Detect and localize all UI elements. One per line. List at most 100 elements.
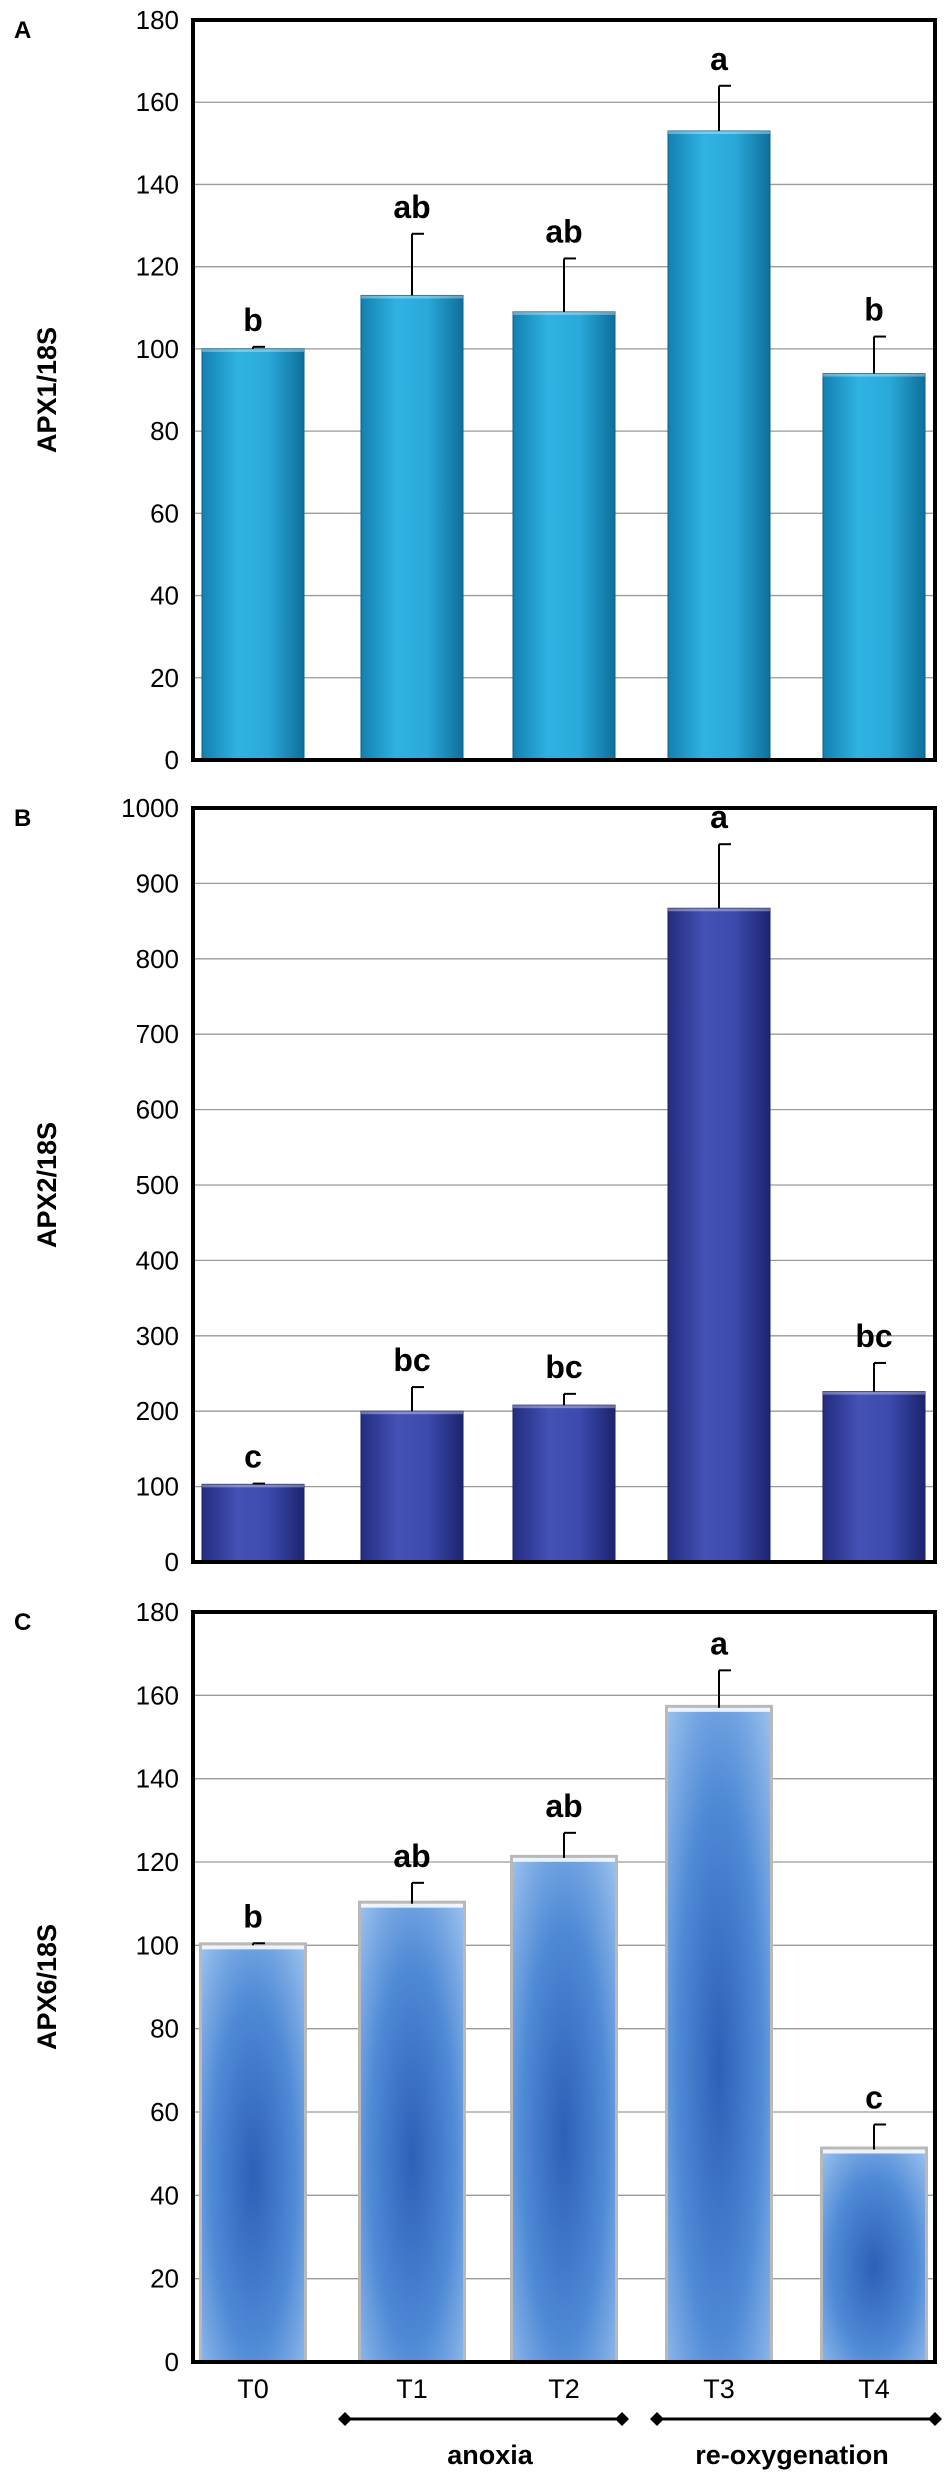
chart-panel-b: B 0 100 200 300 400 500 600 700 800 900 1000 APX2/18… xyxy=(14,793,937,1577)
y-tick-label: 700 xyxy=(136,1019,179,1049)
bar-highlight xyxy=(513,311,615,315)
y-axis-label: APX6/18S xyxy=(32,1924,62,2050)
y-tick-label: 0 xyxy=(165,745,179,775)
bar xyxy=(202,1945,304,2362)
significance-label: b xyxy=(864,292,884,328)
panel-label: A xyxy=(14,17,31,44)
y-axis-label: APX2/18S xyxy=(32,1122,62,1248)
bar xyxy=(822,1391,926,1563)
bar xyxy=(201,1483,305,1563)
chart-panel-c: C 0 20 40 60 80 100 120 140 160 180 APX6/18S b ab ab a c xyxy=(14,1597,937,2377)
y-tick-label: 180 xyxy=(136,5,179,35)
bar xyxy=(201,348,305,761)
bracket-end-marker xyxy=(338,2412,352,2426)
bar-highlight xyxy=(202,1484,304,1488)
panel-label: C xyxy=(14,1609,31,1636)
significance-label: b xyxy=(243,1898,263,1934)
bar xyxy=(360,294,464,761)
y-tick-label: 60 xyxy=(150,2097,179,2127)
y-tick-label: 900 xyxy=(136,868,179,898)
significance-label: b xyxy=(243,302,263,338)
significance-label: bc xyxy=(393,1342,430,1378)
bracket-end-marker xyxy=(615,2412,629,2426)
y-tick-label: 140 xyxy=(136,169,179,199)
y-tick-label: 100 xyxy=(136,334,179,364)
y-tick-label: 0 xyxy=(165,1547,179,1577)
y-tick-label: 180 xyxy=(136,1597,179,1627)
significance-label: bc xyxy=(855,1318,892,1354)
bar-highlight xyxy=(668,908,770,912)
significance-label: a xyxy=(710,799,728,835)
y-tick-label: 40 xyxy=(150,581,179,611)
bar xyxy=(822,373,926,761)
bar-highlight xyxy=(513,1857,615,1862)
bar-highlight xyxy=(513,1405,615,1409)
group-bracket: re-oxygenation xyxy=(650,2412,942,2470)
x-tick-label: T2 xyxy=(548,2374,580,2404)
group-label: re-oxygenation xyxy=(695,2440,889,2470)
group-label: anoxia xyxy=(447,2440,534,2470)
bar xyxy=(512,311,616,761)
x-tick-label: T4 xyxy=(858,2374,890,2404)
bar-highlight xyxy=(202,1945,304,1950)
y-tick-label: 60 xyxy=(150,498,179,528)
x-tick-label: T3 xyxy=(703,2374,735,2404)
bracket-end-marker xyxy=(928,2412,942,2426)
y-tick-label: 80 xyxy=(150,2014,179,2044)
y-tick-label: 160 xyxy=(136,87,179,117)
bar-highlight xyxy=(668,1707,770,1712)
y-tick-label: 300 xyxy=(136,1321,179,1351)
significance-label: ab xyxy=(393,189,430,225)
bracket-end-marker xyxy=(650,2412,664,2426)
group-bracket: anoxia xyxy=(338,2412,629,2470)
bar-highlight xyxy=(361,1411,463,1415)
significance-label: c xyxy=(865,2080,883,2116)
y-tick-label: 40 xyxy=(150,2180,179,2210)
bar-highlight xyxy=(823,2149,925,2154)
y-tick-label: 1000 xyxy=(121,793,179,823)
significance-label: ab xyxy=(545,1788,582,1824)
y-tick-label: 100 xyxy=(136,1472,179,1502)
y-tick-label: 100 xyxy=(136,1930,179,1960)
y-axis-label: APX1/18S xyxy=(32,327,62,453)
significance-label: ab xyxy=(545,213,582,249)
significance-label: a xyxy=(710,1625,728,1661)
bar-highlight xyxy=(361,1903,463,1908)
y-tick-label: 20 xyxy=(150,2264,179,2294)
y-tick-label: 500 xyxy=(136,1170,179,1200)
plot-frame xyxy=(191,18,937,762)
y-tick-label: 600 xyxy=(136,1095,179,1125)
bar-highlight xyxy=(668,131,770,134)
y-tick-label: 120 xyxy=(136,252,179,282)
bar xyxy=(512,1404,616,1563)
significance-label: ab xyxy=(393,1838,430,1874)
bar-highlight xyxy=(823,1391,925,1395)
panel-label: B xyxy=(14,805,31,832)
bar xyxy=(360,1410,464,1563)
significance-label: a xyxy=(710,41,728,77)
y-tick-label: 80 xyxy=(150,416,179,446)
bar xyxy=(668,1707,770,2362)
plot-frame xyxy=(191,806,937,1564)
y-tick-label: 0 xyxy=(165,2347,179,2377)
y-tick-label: 20 xyxy=(150,663,179,693)
bar xyxy=(667,130,771,761)
significance-label: c xyxy=(244,1439,262,1475)
significance-label: bc xyxy=(545,1349,582,1385)
x-tick-label: T0 xyxy=(237,2374,269,2404)
bar-highlight xyxy=(202,348,304,352)
x-tick-label: T1 xyxy=(396,2374,428,2404)
plot-frame xyxy=(191,1610,937,2364)
y-tick-label: 160 xyxy=(136,1680,179,1710)
y-tick-label: 200 xyxy=(136,1396,179,1426)
y-tick-label: 800 xyxy=(136,944,179,974)
y-tick-label: 400 xyxy=(136,1245,179,1275)
y-tick-label: 140 xyxy=(136,1764,179,1794)
bar-highlight xyxy=(361,295,463,299)
bar xyxy=(667,907,771,1563)
bar xyxy=(823,2149,925,2362)
bar xyxy=(513,1857,615,2362)
bar xyxy=(361,1903,463,2362)
